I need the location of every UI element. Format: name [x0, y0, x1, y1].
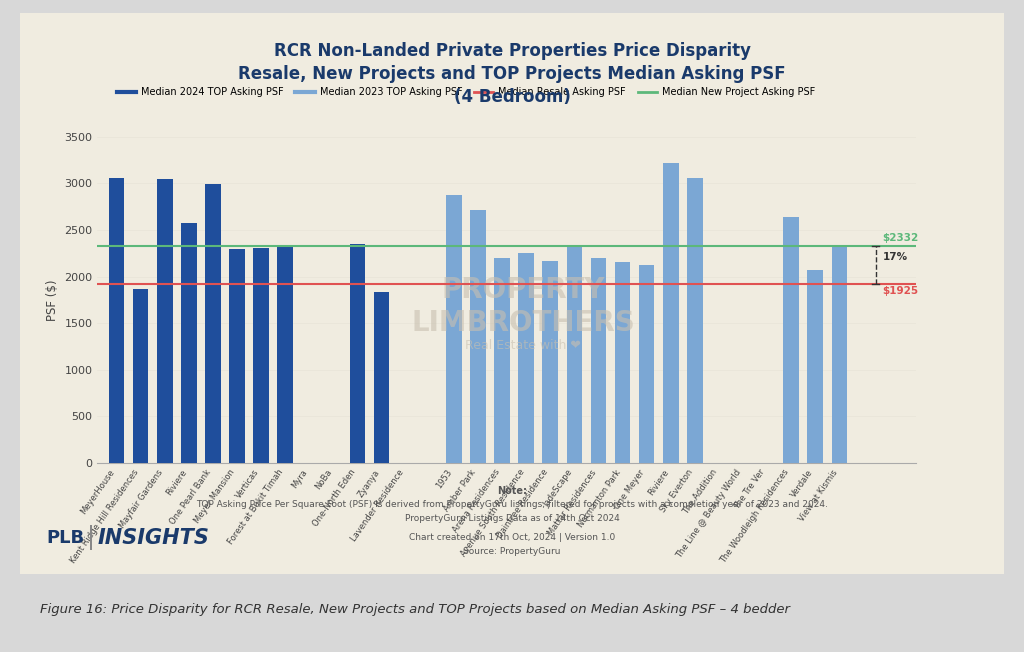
Text: |: |: [87, 526, 95, 550]
Bar: [518, 254, 534, 463]
Bar: [687, 178, 702, 463]
Legend: Median 2024 TOP Asking PSF, Median 2023 TOP Asking PSF, Median Resale Asking PSF: Median 2024 TOP Asking PSF, Median 2023 …: [113, 83, 819, 101]
Bar: [495, 258, 510, 463]
Text: $2332: $2332: [883, 233, 919, 243]
Text: INSIGHTS: INSIGHTS: [97, 528, 209, 548]
Bar: [543, 261, 558, 463]
Bar: [591, 258, 606, 463]
Bar: [639, 265, 654, 463]
Text: Chart created on 17th Oct, 2024 | Version 1.0: Chart created on 17th Oct, 2024 | Versio…: [409, 533, 615, 542]
Bar: [278, 245, 293, 463]
Y-axis label: PSF ($): PSF ($): [46, 279, 58, 321]
Text: Note:: Note:: [497, 486, 527, 496]
Bar: [133, 289, 148, 463]
Text: (4 Bedroom): (4 Bedroom): [454, 88, 570, 106]
Text: Source: PropertyGuru: Source: PropertyGuru: [463, 547, 561, 556]
Bar: [349, 244, 366, 463]
Bar: [663, 163, 679, 463]
Bar: [614, 261, 631, 463]
Text: PROPERTY
LIMBROTHERS: PROPERTY LIMBROTHERS: [412, 276, 635, 336]
Text: $1925: $1925: [883, 286, 919, 297]
Bar: [446, 195, 462, 463]
Bar: [808, 270, 823, 463]
Bar: [470, 209, 485, 463]
Bar: [374, 291, 389, 463]
Text: 17%: 17%: [883, 252, 908, 262]
Bar: [253, 248, 269, 463]
Text: Resale, New Projects and TOP Projects Median Asking PSF: Resale, New Projects and TOP Projects Me…: [239, 65, 785, 83]
Text: Figure 16: Price Disparity for RCR Resale, New Projects and TOP Projects based o: Figure 16: Price Disparity for RCR Resal…: [40, 603, 791, 616]
Bar: [157, 179, 173, 463]
Bar: [831, 246, 847, 463]
Text: Real Estate with ❤: Real Estate with ❤: [465, 339, 582, 352]
Bar: [205, 185, 221, 463]
Text: PropertyGuru Listings Data as of 14th Oct 2024: PropertyGuru Listings Data as of 14th Oc…: [404, 514, 620, 524]
Text: PLB: PLB: [46, 529, 84, 547]
Bar: [181, 222, 197, 463]
Bar: [109, 178, 124, 463]
Text: TOP Asking Price Per Square Foot (PSF) is derived from PropertyGuru listings, fi: TOP Asking Price Per Square Foot (PSF) i…: [196, 500, 828, 509]
Text: RCR Non-Landed Private Properties Price Disparity: RCR Non-Landed Private Properties Price …: [273, 42, 751, 61]
Bar: [783, 217, 799, 463]
Bar: [566, 245, 583, 463]
Bar: [229, 248, 245, 463]
